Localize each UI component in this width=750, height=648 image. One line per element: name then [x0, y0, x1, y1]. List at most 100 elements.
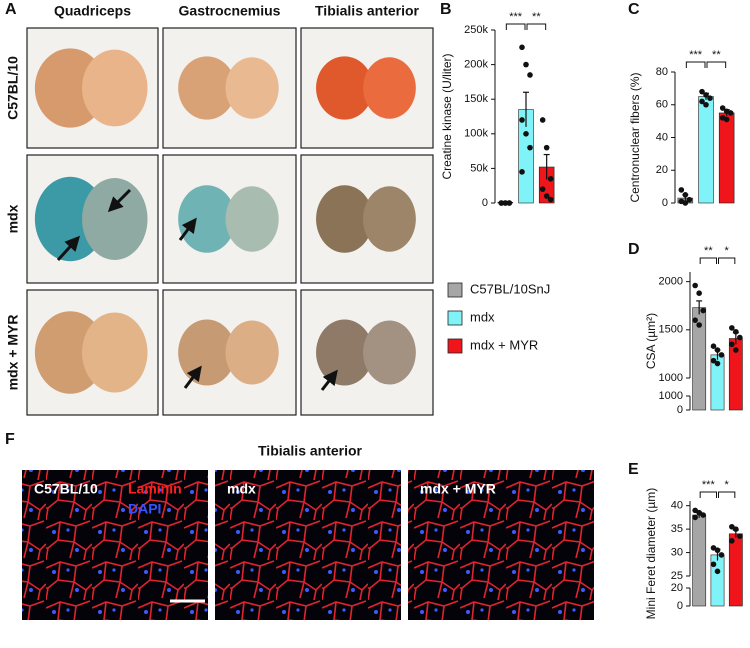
data-point	[699, 88, 705, 95]
data-point	[729, 538, 735, 544]
data-point	[692, 282, 698, 289]
significance-label: ***	[689, 49, 703, 61]
bar	[728, 533, 743, 607]
data-point	[700, 512, 706, 518]
data-point	[710, 357, 717, 364]
y-tick-label: 20	[656, 164, 668, 176]
data-point	[502, 200, 509, 206]
legend-swatch	[447, 310, 463, 326]
data-point	[519, 44, 525, 51]
panel-letter: B	[440, 1, 452, 18]
muscle	[178, 56, 236, 120]
y-axis-label: Centronuclear fibers (%)	[628, 72, 642, 202]
y-tick-label: 2000	[659, 276, 683, 288]
arrow	[56, 235, 81, 262]
panel-letter: D	[628, 241, 640, 258]
micrograph-label: mdx + MYR	[420, 481, 496, 497]
y-tick-label: 200k	[464, 59, 488, 71]
y-tick-label: 0	[677, 404, 683, 416]
significance-label: *	[725, 479, 730, 491]
data-point	[710, 343, 717, 350]
muscle	[363, 186, 416, 252]
panel-letter: C	[628, 1, 640, 18]
micrograph-label: mdx	[227, 481, 256, 497]
legend-label: mdx	[470, 309, 495, 324]
data-point	[703, 101, 709, 108]
micrograph	[408, 470, 594, 620]
micrograph	[215, 470, 401, 620]
significance-label: **	[532, 11, 541, 23]
data-point	[718, 352, 725, 358]
row-label: C57BL/10	[5, 56, 21, 120]
micrograph	[22, 470, 208, 620]
data-point	[686, 196, 693, 203]
data-point	[523, 61, 529, 68]
muscle	[316, 56, 374, 120]
data-point	[733, 328, 739, 335]
data-point	[678, 187, 685, 193]
y-axis-label: CSA (µm²)	[644, 313, 658, 369]
significance-bracket	[526, 23, 547, 30]
y-tick-label: 50k	[470, 162, 488, 174]
legend-swatch	[447, 338, 463, 354]
row-label: mdx	[5, 204, 21, 233]
legend-label: C57BL/10SnJ	[470, 281, 550, 296]
significance-label: ***	[702, 479, 716, 491]
muscle	[363, 57, 416, 119]
significance-bracket	[699, 491, 717, 498]
data-point	[547, 175, 554, 182]
column-header: Tibialis anterior	[315, 3, 420, 19]
column-header: Quadriceps	[54, 3, 131, 19]
muscle	[82, 312, 148, 393]
significance-bracket	[505, 23, 526, 30]
muscle	[316, 185, 374, 253]
arrow	[183, 365, 202, 389]
data-point	[737, 533, 743, 539]
y-tick-label: 40	[656, 131, 668, 143]
y-axis-label: Mini Feret diameter (µm)	[644, 488, 658, 620]
data-point	[527, 144, 533, 151]
data-point	[714, 568, 721, 575]
bar	[692, 514, 707, 607]
data-point	[729, 325, 735, 331]
data-point	[539, 186, 546, 192]
data-point	[498, 200, 505, 206]
muscle	[363, 320, 416, 385]
y-tick-label: 0	[677, 600, 683, 612]
data-point	[714, 360, 721, 367]
data-point	[692, 514, 698, 521]
data-point	[703, 92, 709, 98]
data-point	[718, 552, 725, 558]
panel-letter: A	[5, 1, 17, 18]
y-tick-label: 20	[671, 582, 683, 594]
significance-label: *	[725, 245, 730, 257]
data-point	[506, 200, 513, 206]
y-tick-label: 25	[671, 570, 683, 582]
micrograph-label: C57BL/10	[34, 481, 98, 497]
legend-swatch	[447, 282, 463, 298]
significance-label: ***	[509, 11, 523, 23]
data-point	[519, 117, 525, 123]
data-point	[699, 98, 705, 105]
y-tick-label: 40	[671, 500, 683, 512]
data-point	[723, 116, 730, 123]
data-point	[519, 169, 525, 175]
y-tick-label: 30	[671, 546, 683, 558]
data-point	[733, 526, 739, 532]
data-point	[692, 317, 698, 323]
data-point	[727, 110, 734, 116]
significance-bracket	[685, 61, 706, 68]
data-point	[714, 547, 721, 554]
data-point	[729, 341, 735, 348]
muscle	[225, 320, 279, 385]
data-point	[682, 200, 689, 206]
bar	[718, 112, 735, 204]
muscle	[316, 319, 374, 386]
panel-letter: E	[628, 461, 639, 478]
data-point	[539, 117, 546, 123]
y-tick-label: 1000	[659, 390, 683, 402]
panel-title: Tibialis anterior	[258, 443, 363, 459]
y-tick-label: 100k	[464, 128, 488, 140]
stain-label: DAPI	[128, 501, 161, 517]
significance-label: **	[704, 245, 713, 257]
